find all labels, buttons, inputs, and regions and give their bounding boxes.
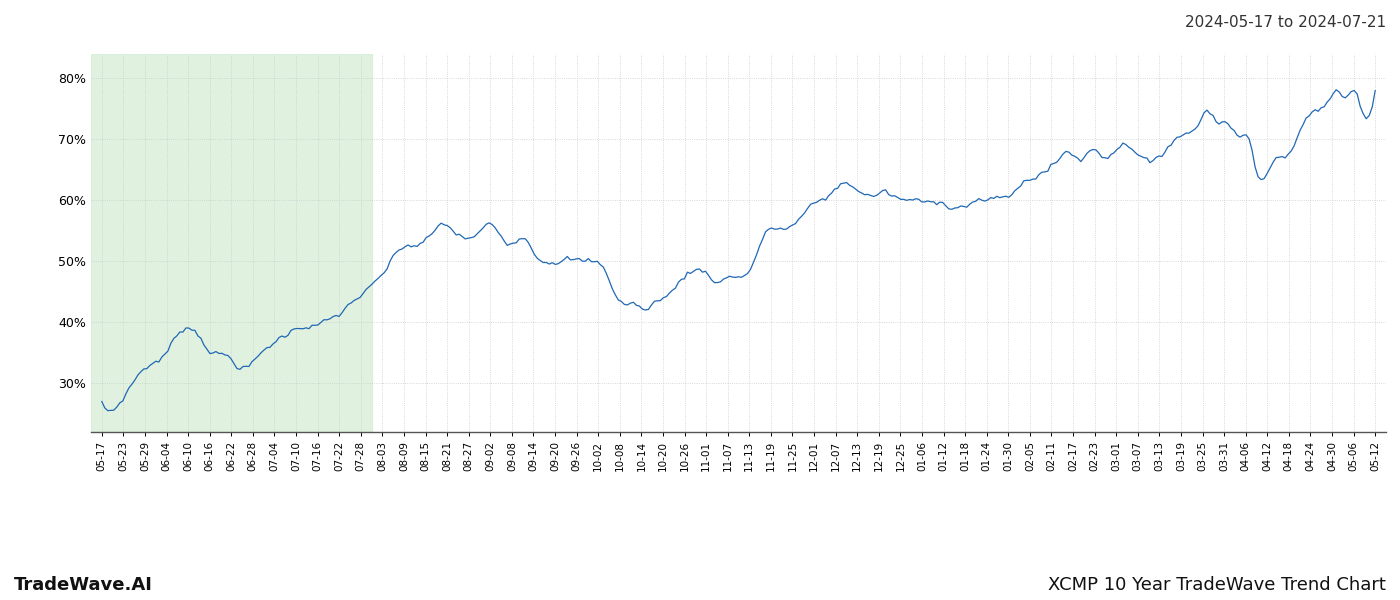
Bar (91, 54, 371, 432)
Text: 2024-05-17 to 2024-07-21: 2024-05-17 to 2024-07-21 (1184, 15, 1386, 30)
Text: TradeWave.AI: TradeWave.AI (14, 576, 153, 594)
Text: XCMP 10 Year TradeWave Trend Chart: XCMP 10 Year TradeWave Trend Chart (1049, 576, 1386, 594)
